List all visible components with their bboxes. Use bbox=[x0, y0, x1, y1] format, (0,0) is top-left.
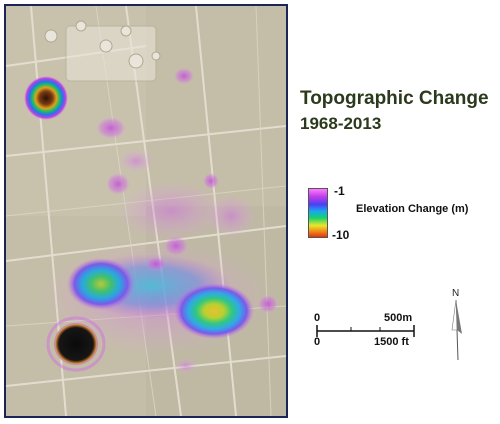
legend-colorbar bbox=[308, 188, 328, 238]
legend-max-label: -1 bbox=[334, 184, 345, 198]
scale-zero-meters: 0 bbox=[314, 312, 321, 324]
map-title: Topographic Change bbox=[300, 88, 489, 109]
map-canvas bbox=[6, 6, 286, 416]
aerial-map bbox=[4, 4, 288, 418]
scale-bar-line bbox=[316, 325, 415, 337]
upper-sinkhole bbox=[24, 76, 68, 120]
north-label: N bbox=[452, 288, 460, 299]
scale-meters-label: 500m bbox=[384, 312, 413, 324]
legend-min-label: -10 bbox=[332, 228, 350, 242]
scale-feet-label: 1500 ft bbox=[374, 336, 409, 348]
legend-title: Elevation Change (m) bbox=[356, 203, 469, 215]
scale-zero-feet: 0 bbox=[314, 336, 321, 348]
map-subtitle: 1968-2013 bbox=[300, 114, 382, 133]
north-arrow-icon bbox=[451, 300, 462, 361]
north-arrow: N bbox=[448, 288, 472, 362]
elevation-legend: -1 -10 Elevation Change (m) bbox=[306, 184, 496, 244]
lower-sinkhole bbox=[54, 323, 98, 365]
scale-bar: 0 500m 0 1500 ft bbox=[314, 312, 424, 354]
